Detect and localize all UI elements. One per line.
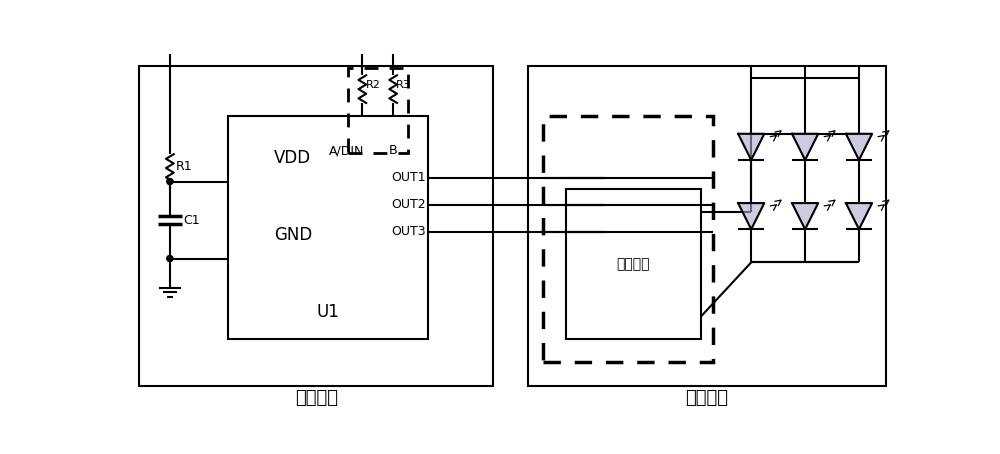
- Bar: [228, 116, 428, 340]
- Text: VDD: VDD: [274, 149, 311, 168]
- Bar: [139, 66, 493, 385]
- Text: 解码模块: 解码模块: [295, 389, 338, 407]
- Polygon shape: [792, 203, 818, 229]
- Text: 驱动单元: 驱动单元: [617, 257, 650, 271]
- Text: C1: C1: [184, 213, 200, 227]
- Bar: [566, 189, 701, 340]
- Polygon shape: [846, 134, 872, 160]
- Text: GND: GND: [274, 227, 312, 244]
- Polygon shape: [792, 134, 818, 160]
- Polygon shape: [738, 203, 764, 229]
- Text: R2: R2: [365, 80, 380, 90]
- Text: OUT1: OUT1: [392, 171, 426, 184]
- Text: U1: U1: [316, 303, 339, 321]
- Text: A/DIN: A/DIN: [329, 144, 365, 157]
- Text: OUT2: OUT2: [392, 198, 426, 211]
- Circle shape: [167, 256, 173, 262]
- Text: B: B: [389, 144, 397, 157]
- Bar: [543, 116, 713, 362]
- Text: R3: R3: [396, 80, 411, 90]
- Bar: [528, 66, 886, 385]
- Polygon shape: [846, 203, 872, 229]
- Circle shape: [167, 178, 173, 185]
- Text: 显示模块: 显示模块: [685, 389, 728, 407]
- Text: OUT3: OUT3: [392, 225, 426, 238]
- Text: R1: R1: [176, 160, 193, 173]
- Polygon shape: [738, 134, 764, 160]
- Bar: [348, 69, 408, 153]
